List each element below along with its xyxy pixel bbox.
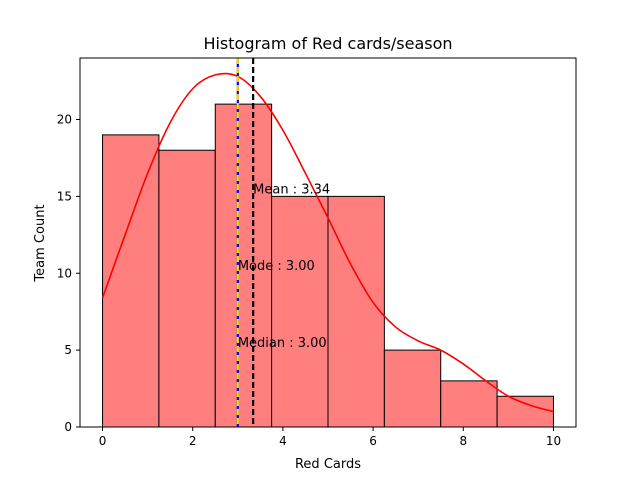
histogram-bar-0 xyxy=(102,134,160,428)
y-axis-ticks: 0 5 10 15 20 xyxy=(57,113,80,434)
x-axis-label: Red Cards xyxy=(295,457,361,472)
x-tick-label: 10 xyxy=(546,434,561,448)
chart-title: Histogram of Red cards/season xyxy=(203,34,452,53)
histogram-bar-5 xyxy=(383,349,442,428)
histogram-bar-7 xyxy=(496,395,554,428)
kde-curve xyxy=(101,72,554,413)
x-tick-label: 0 xyxy=(99,434,107,448)
kde-curve-group xyxy=(101,72,554,413)
y-tick-label: 15 xyxy=(57,189,72,203)
y-axis-label: Team Count xyxy=(33,204,48,282)
x-tick-label: 2 xyxy=(189,434,197,448)
histogram-bar-4 xyxy=(327,195,385,428)
plot-frame xyxy=(79,57,577,428)
annotation-1: Mode : 3.00 xyxy=(238,259,315,274)
annotation-0: Mean : 3.34 xyxy=(253,182,330,197)
y-tick-label: 0 xyxy=(64,420,72,434)
histogram-bar-6 xyxy=(440,380,498,428)
x-tick-label: 8 xyxy=(459,434,467,448)
histogram-bar-3 xyxy=(271,195,329,428)
annotations: Mean : 3.34 Mode : 3.00 Median : 3.00 xyxy=(238,182,330,351)
histogram-bars xyxy=(102,103,554,428)
annotation-2: Median : 3.00 xyxy=(238,336,327,351)
x-tick-label: 6 xyxy=(369,434,377,448)
y-tick-label: 10 xyxy=(57,266,72,280)
histogram-bar-2 xyxy=(214,103,273,428)
y-tick-label: 5 xyxy=(64,343,72,357)
x-axis-ticks: 0 2 4 6 8 10 xyxy=(99,427,561,448)
histogram-bar-1 xyxy=(158,149,216,428)
x-tick-label: 4 xyxy=(279,434,287,448)
y-tick-label: 20 xyxy=(57,113,72,127)
reference-lines xyxy=(236,58,255,427)
